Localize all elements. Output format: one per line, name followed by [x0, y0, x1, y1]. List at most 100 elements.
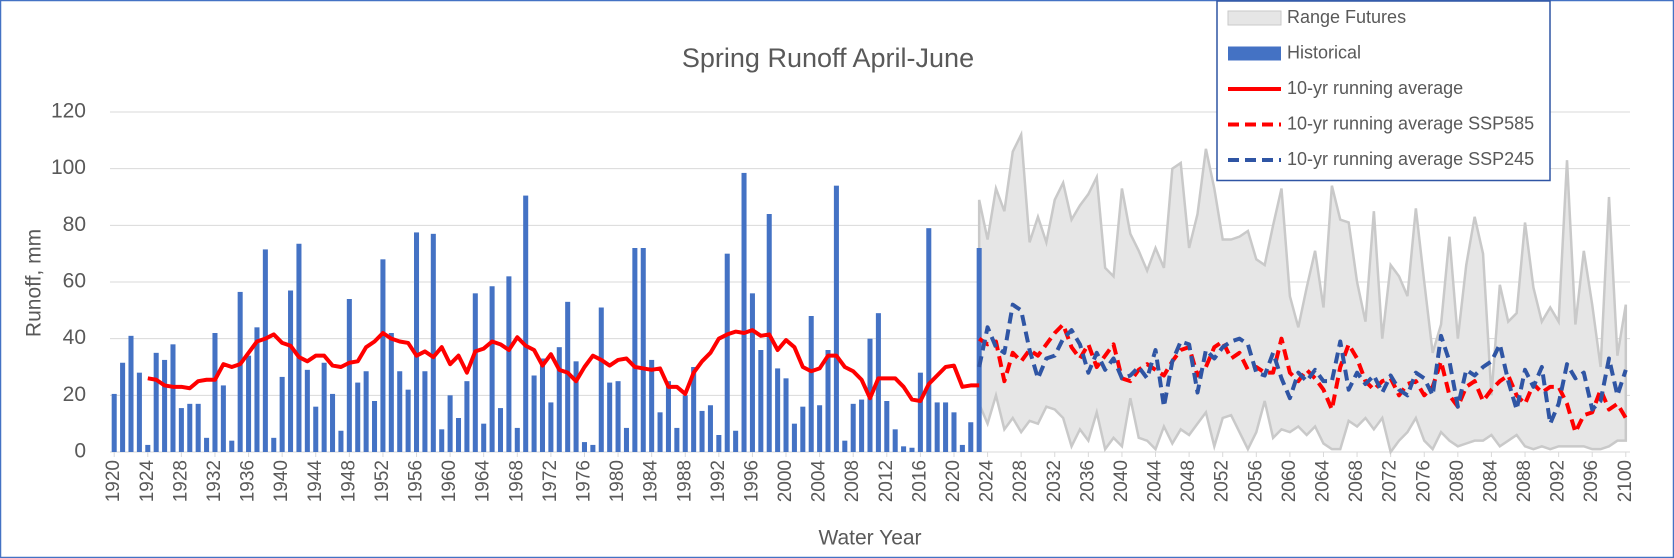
- x-tick-label: 2036: [1077, 460, 1098, 502]
- x-tick-label: 1992: [708, 460, 729, 502]
- x-tick-label: 1924: [137, 460, 158, 503]
- bar: [531, 375, 537, 452]
- bar: [674, 427, 680, 452]
- legend-label: Range Futures: [1287, 7, 1406, 27]
- bar: [447, 395, 453, 452]
- x-tick-label: 1920: [103, 460, 124, 502]
- bar: [153, 352, 159, 452]
- bar: [556, 347, 562, 452]
- x-tick-label: 1936: [238, 460, 259, 502]
- bar: [136, 372, 142, 452]
- x-tick-label: 1932: [204, 460, 225, 502]
- legend-label: 10-yr running average SSP585: [1287, 113, 1534, 133]
- bar: [296, 243, 302, 452]
- x-tick-label: 1940: [271, 460, 292, 502]
- bar: [884, 401, 890, 452]
- x-tick-label: 2012: [876, 460, 897, 502]
- bar: [397, 371, 403, 452]
- bar: [506, 276, 512, 452]
- x-tick-label: 2000: [775, 460, 796, 502]
- bar: [623, 427, 629, 452]
- x-tick-label: 2084: [1480, 460, 1501, 503]
- x-tick-label: 2008: [842, 460, 863, 502]
- bar: [220, 385, 226, 452]
- bar: [330, 393, 336, 452]
- x-tick-label: 2024: [977, 460, 998, 503]
- x-tick-label: 2100: [1615, 460, 1636, 502]
- bar: [262, 249, 268, 452]
- legend-label: Historical: [1287, 42, 1361, 62]
- bar: [254, 327, 260, 452]
- bar: [649, 359, 655, 452]
- bar: [237, 291, 243, 452]
- y-tick-label: 80: [63, 213, 86, 236]
- bar: [917, 372, 923, 452]
- bar: [817, 405, 823, 452]
- bar: [850, 403, 856, 452]
- bar: [699, 410, 705, 452]
- x-tick-label: 2080: [1447, 460, 1468, 502]
- bar: [481, 423, 487, 452]
- bar: [422, 371, 428, 452]
- x-tick-label: 2040: [1111, 460, 1132, 502]
- y-tick-label: 20: [63, 383, 86, 406]
- bar: [959, 444, 965, 452]
- y-tick-label: 120: [51, 100, 86, 123]
- bar: [934, 402, 940, 452]
- bar: [372, 401, 378, 452]
- bar: [355, 382, 361, 452]
- bar: [246, 355, 252, 452]
- bar: [414, 232, 420, 452]
- bar: [733, 430, 739, 452]
- x-tick-label: 1928: [170, 460, 191, 502]
- x-tick-label: 2088: [1514, 460, 1535, 502]
- bar: [539, 358, 546, 452]
- y-tick-label: 60: [63, 270, 86, 293]
- x-tick-label: 2044: [1145, 460, 1166, 503]
- x-axis-label: Water Year: [818, 527, 921, 550]
- bar: [439, 429, 445, 452]
- x-tick-label: 2056: [1245, 460, 1266, 502]
- x-tick-label: 1988: [674, 460, 695, 502]
- bar: [791, 423, 797, 452]
- bar: [363, 371, 369, 452]
- bar: [716, 435, 722, 452]
- chart-title: Spring Runoff April-June: [682, 43, 974, 73]
- x-tick-label: 1952: [372, 460, 393, 502]
- x-tick-label: 1964: [473, 460, 494, 503]
- bar: [514, 427, 520, 452]
- bar: [120, 362, 126, 452]
- bar: [455, 418, 462, 452]
- y-axis-label: Runoff, mm: [23, 229, 46, 337]
- bar: [548, 402, 554, 452]
- bar: [607, 382, 613, 452]
- bar: [288, 290, 294, 452]
- bar: [598, 307, 604, 452]
- bar: [304, 369, 310, 452]
- legend-label: 10-yr running average: [1287, 78, 1463, 98]
- x-tick-label: 2016: [909, 460, 930, 502]
- bar: [145, 444, 151, 452]
- x-tick-label: 1984: [641, 460, 662, 503]
- legend-swatch: [1228, 46, 1281, 61]
- bar: [842, 440, 848, 452]
- bar: [523, 195, 529, 453]
- line: [147, 328, 980, 403]
- dashed-line: [977, 302, 1628, 426]
- bar: [909, 447, 915, 452]
- y-tick-label: 100: [51, 156, 86, 179]
- x-tick-label: 2052: [1212, 460, 1233, 502]
- bar: [565, 301, 571, 452]
- bar: [573, 361, 579, 452]
- x-tick-label: 2020: [943, 460, 964, 502]
- bar: [783, 378, 789, 452]
- bar: [170, 344, 176, 452]
- bar: [800, 406, 806, 452]
- bar: [640, 248, 646, 452]
- x-tick-label: 2076: [1413, 460, 1434, 502]
- x-tick-label: 2048: [1178, 460, 1199, 502]
- bar: [951, 412, 957, 452]
- x-tick-label: 2060: [1279, 460, 1300, 502]
